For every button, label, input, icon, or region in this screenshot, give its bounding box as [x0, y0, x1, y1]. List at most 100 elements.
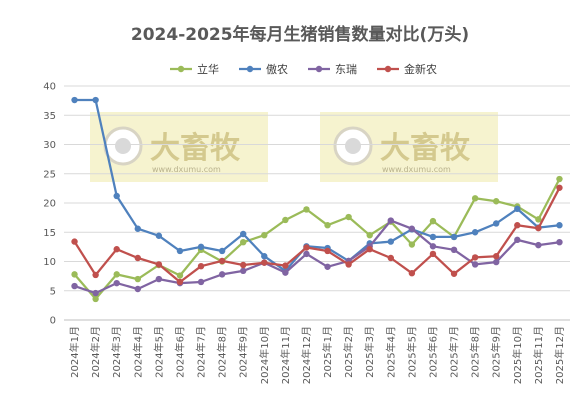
legend-marker [315, 65, 323, 73]
data-point [71, 238, 78, 245]
chart-title: 2024-2025年每月生猪销售数量对比(万头) [131, 24, 469, 45]
data-point [176, 247, 184, 255]
watermark-left: 大畜牧 www.dxumu.com [90, 112, 268, 182]
watermark-brand: 大畜牧 [380, 131, 471, 166]
x-tick-label: 2025年6月 [426, 326, 439, 378]
data-point [155, 232, 163, 239]
data-point [493, 253, 500, 260]
data-point [113, 246, 120, 253]
data-point [493, 198, 500, 205]
legend-label: 立华 [197, 62, 219, 76]
data-point [71, 271, 78, 278]
data-point [345, 261, 352, 268]
data-point [71, 282, 78, 290]
series-4 [71, 184, 563, 286]
data-point [556, 175, 563, 183]
data-point [176, 278, 184, 286]
data-point [535, 241, 542, 249]
y-tick-label: 30 [43, 140, 56, 151]
data-point [471, 195, 479, 202]
data-point [450, 246, 458, 253]
data-point [92, 289, 99, 297]
data-point [197, 278, 205, 286]
data-point [471, 261, 479, 268]
x-tick-label: 2025年5月 [405, 326, 418, 378]
data-point [366, 246, 373, 253]
data-point [218, 257, 226, 265]
data-point [471, 229, 479, 236]
x-tick-label: 2024年6月 [173, 326, 186, 378]
legend-label: 东瑞 [335, 62, 357, 76]
legend-label: 傲农 [266, 62, 288, 76]
y-tick-label: 5 [50, 286, 56, 297]
legend-label: 金新农 [404, 62, 437, 76]
data-point [556, 238, 563, 246]
data-point [113, 279, 120, 287]
y-axis: 0 5 10 15 20 25 30 35 40 [43, 82, 56, 327]
watermark-url: www.dxumu.com [382, 165, 451, 174]
data-point [429, 243, 437, 250]
data-point [324, 222, 331, 229]
data-point [450, 233, 458, 241]
data-point [471, 254, 479, 261]
data-point [408, 241, 416, 248]
data-point [514, 236, 521, 244]
x-tick-label: 2025年7月 [448, 326, 461, 378]
y-tick-label: 20 [43, 199, 56, 210]
x-tick-label: 2024年12月 [300, 326, 313, 384]
x-tick-label: 2024年10月 [258, 326, 271, 384]
data-point [240, 238, 247, 246]
x-tick-label: 2025年3月 [363, 326, 376, 378]
data-point [92, 295, 99, 303]
data-point [218, 271, 226, 278]
data-point [92, 96, 99, 104]
x-tick-label: 2024年2月 [89, 326, 102, 378]
data-point [345, 213, 352, 221]
data-point [197, 243, 205, 251]
data-point [240, 261, 247, 269]
x-tick-label: 2024年11月 [279, 326, 292, 384]
data-point [176, 272, 184, 279]
data-point [387, 254, 394, 262]
data-point [261, 259, 268, 266]
x-axis: 2024年1月 2024年2月 2024年3月 2024年4月 2024年5月 2024年… [68, 326, 566, 384]
x-tick-label: 2025年11月 [532, 326, 545, 384]
data-point [408, 225, 416, 232]
data-point [535, 216, 542, 223]
y-tick-label: 25 [43, 169, 56, 180]
x-tick-label: 2024年7月 [195, 326, 208, 378]
x-tick-label: 2025年8月 [469, 326, 482, 378]
data-point [155, 261, 163, 268]
data-point [556, 184, 563, 191]
series-line [73, 187, 561, 284]
data-point [429, 217, 437, 225]
legend-marker [384, 65, 392, 73]
data-point [303, 250, 310, 258]
data-point [240, 230, 247, 238]
data-point [282, 216, 289, 224]
data-point [261, 231, 268, 239]
data-point [408, 270, 416, 277]
y-tick-label: 40 [43, 82, 56, 93]
legend-marker [177, 65, 185, 73]
series-1 [71, 175, 563, 303]
data-point [429, 233, 437, 241]
watermark-right: 大畜牧 www.dxumu.com [320, 112, 498, 182]
data-point [303, 206, 310, 213]
data-point [556, 222, 563, 229]
x-tick-label: 2025年12月 [553, 326, 566, 384]
data-point [155, 275, 163, 283]
data-point [113, 192, 120, 200]
x-tick-label: 2024年8月 [216, 326, 229, 378]
data-point [535, 224, 542, 232]
legend-item: 东瑞 [308, 62, 357, 76]
series-group [71, 96, 563, 303]
x-tick-label: 2025年10月 [511, 326, 524, 384]
x-tick-label: 2024年1月 [68, 326, 81, 378]
x-tick-label: 2024年3月 [110, 326, 123, 378]
y-tick-label: 15 [43, 228, 56, 239]
data-point [514, 205, 521, 213]
x-tick-label: 2024年9月 [237, 326, 250, 378]
data-point [134, 275, 141, 283]
